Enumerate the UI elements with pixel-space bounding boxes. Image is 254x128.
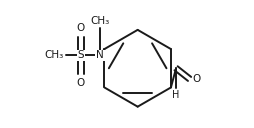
Text: H: H bbox=[172, 90, 180, 100]
Text: N: N bbox=[96, 50, 104, 60]
Text: O: O bbox=[192, 74, 200, 84]
Text: O: O bbox=[77, 78, 85, 88]
Text: CH₃: CH₃ bbox=[44, 50, 64, 60]
Text: S: S bbox=[77, 50, 84, 60]
Text: CH₃: CH₃ bbox=[90, 16, 110, 26]
Text: O: O bbox=[77, 23, 85, 33]
